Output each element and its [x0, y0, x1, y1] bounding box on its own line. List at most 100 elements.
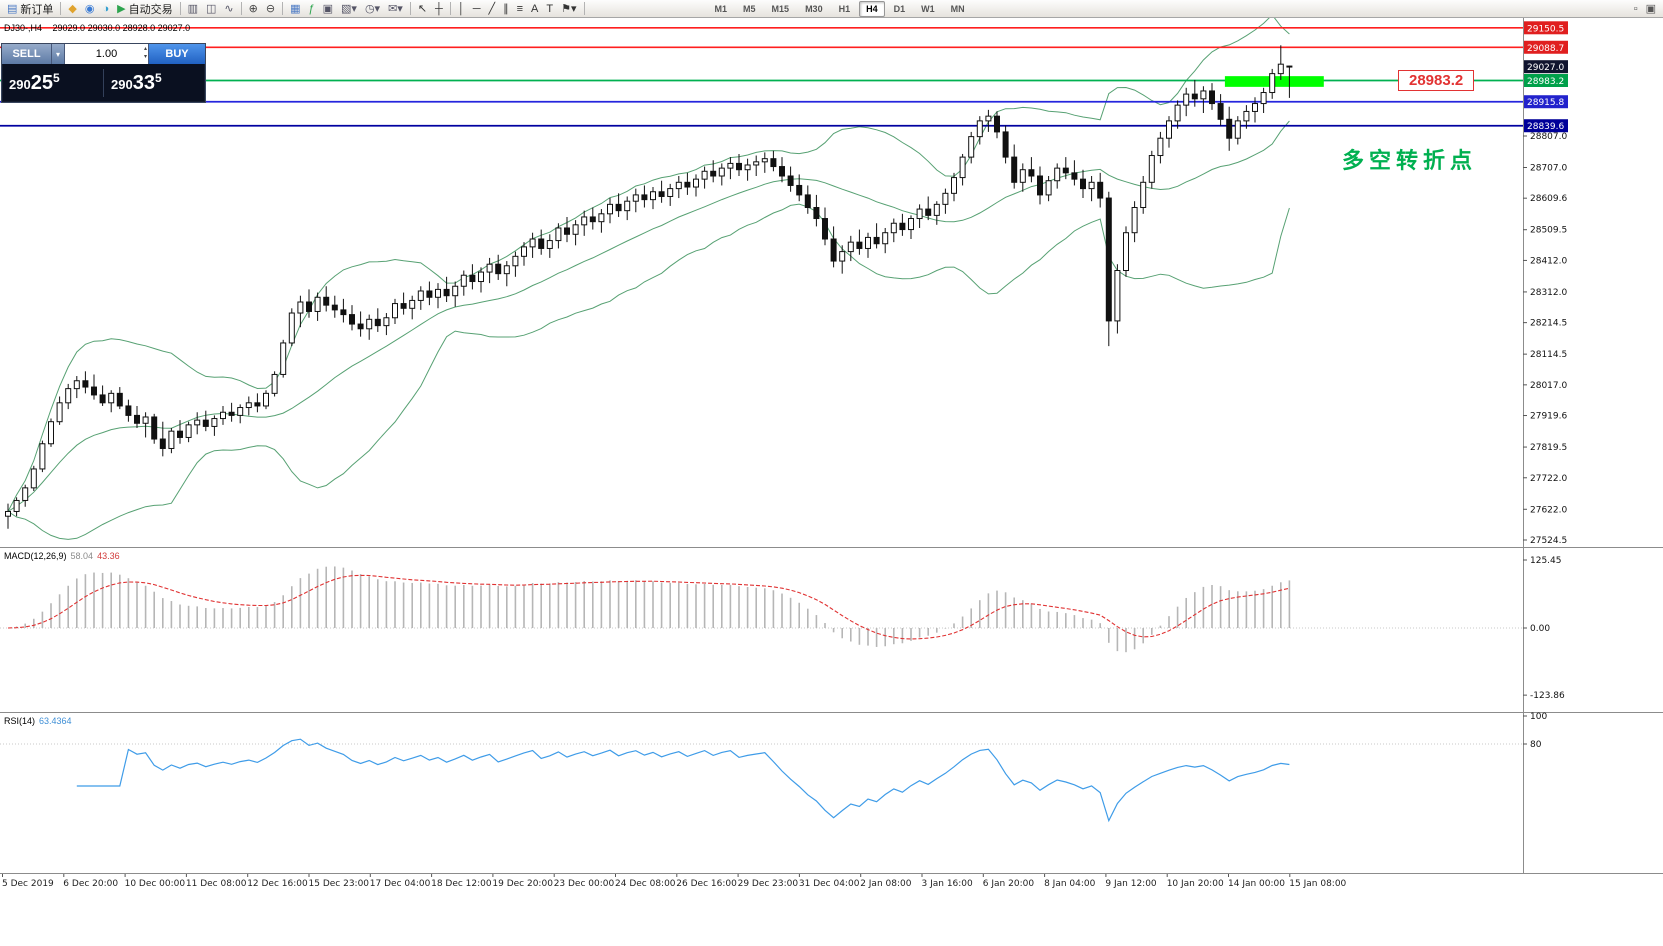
axis-tick-label: 28312.0 — [1530, 288, 1567, 298]
axis-tick-label: 28707.0 — [1530, 164, 1567, 174]
time-axis-label: 14 Jan 00:00 — [1228, 879, 1285, 889]
channel-tool[interactable]: ∥ — [499, 1, 513, 17]
candle-body — [1071, 172, 1078, 180]
market-watch-button[interactable]: ◆ — [64, 1, 80, 17]
fibonacci-tool[interactable]: ≡ — [513, 1, 527, 17]
spinner-down-icon[interactable]: ▾ — [143, 54, 147, 60]
volume-spinner[interactable]: ▴ ▾ — [144, 45, 147, 61]
candle-body — [564, 227, 570, 235]
timeframe-m1[interactable]: M1 — [714, 3, 728, 14]
candle-body — [641, 194, 648, 201]
price-pane — [0, 18, 1523, 540]
timeframe-h1[interactable]: H1 — [838, 3, 851, 14]
profiles-button[interactable]: ◷▾ — [361, 1, 384, 17]
window-button-1[interactable]: ▫ — [1630, 1, 1642, 17]
macd-indicator-label: MACD(12,26,9) 58.04 43.36 — [4, 551, 120, 561]
label-icon: T — [546, 2, 554, 15]
timeframe-m30[interactable]: M30 — [805, 3, 823, 14]
timeframe-m5[interactable]: M5 — [743, 3, 756, 14]
candle-body — [658, 191, 665, 197]
time-axis-label: 18 Dec 12:00 — [431, 879, 492, 889]
sell-price-big: 25 — [30, 72, 53, 94]
candle-body — [1028, 169, 1035, 177]
candle-body — [908, 218, 914, 231]
price-level-flag[interactable]: 28983.2 — [1398, 70, 1475, 91]
time-axis-label: 26 Dec 16:00 — [676, 879, 737, 889]
crosshair-tool-button[interactable]: ┼ — [431, 1, 447, 17]
candle-body — [882, 232, 889, 245]
timeframe-h4[interactable]: H4 — [859, 0, 885, 17]
bar-chart-button[interactable]: ▥ — [184, 1, 202, 17]
candle-body — [804, 194, 811, 209]
candle-body — [813, 207, 820, 220]
macd-pane — [0, 566, 1523, 653]
data-window-icon: ▣ — [322, 2, 334, 15]
candle-body — [727, 162, 734, 169]
tile-windows-button[interactable]: ▦ — [286, 1, 304, 17]
spinner-up-icon[interactable]: ▴ — [143, 46, 147, 52]
candlestick-chart-button[interactable]: ◫ — [202, 1, 220, 17]
timeframe-mn[interactable]: MN — [950, 3, 965, 14]
candle-body — [538, 238, 545, 249]
candle-body — [314, 296, 321, 312]
buy-price-prefix: 290 — [111, 77, 133, 92]
candle-body — [1045, 180, 1052, 196]
price-level-badge-text: 28839.6 — [1527, 122, 1564, 132]
candle-body — [280, 342, 287, 375]
macd-signal-line — [7, 574, 1290, 640]
sell-button[interactable]: SELL — [2, 44, 52, 64]
time-axis-label: 10 Dec 00:00 — [125, 879, 186, 889]
time-axis-label: 15 Jan 08:00 — [1289, 879, 1346, 889]
buy-button[interactable]: BUY — [149, 44, 205, 64]
trendline-tool[interactable]: ╱ — [485, 1, 500, 17]
community-button[interactable]: ◑ — [98, 1, 113, 17]
horizontal-line-tool[interactable]: ─ — [469, 1, 485, 17]
vertical-line-tool[interactable]: │ — [454, 1, 469, 17]
text-tool[interactable]: A — [527, 1, 542, 17]
timeframe-d1[interactable]: D1 — [893, 3, 906, 14]
candle-body — [39, 443, 46, 470]
auto-trading-button[interactable]: ▶ 自动交易 — [113, 1, 176, 17]
new-chart-button[interactable]: ▧▾ — [337, 1, 361, 17]
candle-body — [512, 255, 519, 267]
zoom-out-button[interactable]: ⊖ — [262, 1, 279, 17]
indicators-button[interactable]: ƒ — [304, 1, 318, 17]
arrows-tool[interactable]: ⚑▾ — [557, 1, 580, 17]
price-level-badge-text: 29150.5 — [1527, 24, 1564, 34]
clock-icon: ◷▾ — [364, 2, 381, 15]
window-button-2[interactable]: ▣ — [1642, 1, 1660, 17]
cursor-tool-button[interactable]: ↖ — [414, 1, 431, 17]
timeframe-w1[interactable]: W1 — [921, 3, 935, 14]
timeframe-m15[interactable]: M15 — [771, 3, 790, 14]
candle-body — [1252, 103, 1258, 112]
profile-button[interactable]: ◉ — [81, 1, 99, 17]
volume-dropdown[interactable]: ▾ — [52, 44, 65, 64]
candle-body — [624, 200, 631, 212]
macd-main-value: 58.04 — [70, 551, 94, 561]
envelope-icon: ✉▾ — [388, 2, 403, 15]
label-tool[interactable]: T — [542, 1, 557, 17]
crosshair-icon: ┼ — [435, 2, 443, 15]
candle-body — [589, 216, 596, 223]
toolbar-separator — [179, 2, 181, 15]
candle-body — [65, 388, 72, 404]
candle-body — [211, 418, 218, 427]
time-axis-label: 9 Jan 12:00 — [1105, 879, 1157, 889]
zoom-in-button[interactable]: ⊕ — [245, 1, 262, 17]
alerts-button[interactable]: ✉▾ — [384, 1, 407, 17]
volume-input[interactable]: 1.00 ▴ ▾ — [65, 44, 149, 64]
data-window-button[interactable]: ▣ — [319, 1, 337, 17]
candle-body — [873, 236, 880, 245]
chart-annotation-text[interactable]: 多空转折点 — [1342, 148, 1478, 173]
new-order-button[interactable]: ▤ 新订单 — [3, 1, 57, 17]
line-chart-button[interactable]: ∿ — [220, 1, 237, 17]
toolbar: ▤ 新订单 ◆ ◉ ◑ ▶ 自动交易 ▥ ◫ ∿ ⊕ ⊖ ▦ ƒ ▣ ▧▾ ◷▾ ✉▾ ↖ ┼ │ ─ ╱ ∥ ≡ A T ⚑▾ M1 M… — [0, 0, 1663, 18]
trade-panel-buttons-row: SELL ▾ 1.00 ▴ ▾ BUY — [2, 44, 205, 64]
candle-body — [1234, 120, 1241, 139]
time-axis-label: 5 Dec 2019 — [2, 879, 54, 889]
rsi-indicator-label: RSI(14) 63.4364 — [4, 716, 72, 726]
candle-body — [185, 424, 192, 438]
candle-body — [13, 499, 20, 512]
sell-price: 290255 — [2, 71, 103, 95]
